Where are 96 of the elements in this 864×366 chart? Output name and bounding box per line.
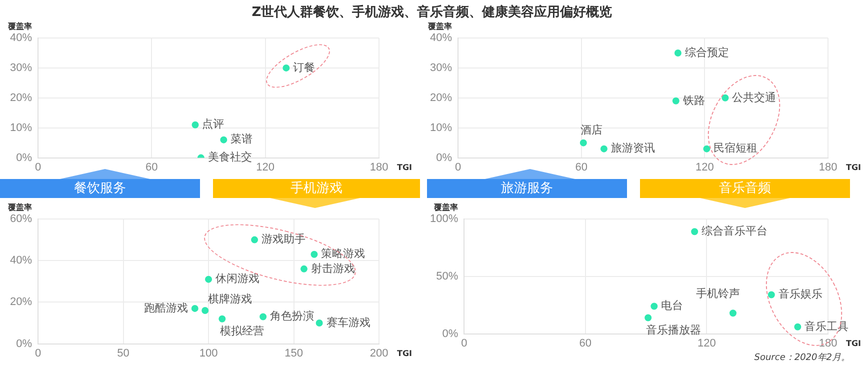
point: [691, 228, 698, 236]
y-axis-title: 覆盖率: [427, 21, 452, 32]
annotation: 休闲游戏: [216, 272, 260, 286]
x-tick-label: 150: [284, 347, 303, 360]
point: [722, 94, 729, 102]
text: 旅游服务: [427, 179, 627, 198]
y-tick-label: 30%: [10, 62, 32, 74]
y-tick-label: 20%: [430, 92, 452, 104]
annotation: 角色扮演: [270, 310, 314, 323]
x-tick-label: 120: [695, 161, 714, 174]
x-tick-label: 0: [34, 161, 42, 174]
annotation: 民宿短租: [714, 142, 758, 155]
x-tick-label: 200: [370, 347, 388, 360]
annotation: 射击游戏: [310, 262, 355, 275]
point: [768, 291, 775, 298]
x-tick-label: 50: [117, 347, 130, 360]
y-tick-label: 20%: [10, 92, 32, 104]
annotation: 模拟经营: [220, 324, 264, 338]
point: [260, 313, 267, 320]
y-axis-title: 覆盖率: [7, 202, 32, 212]
x-tick-label: 100: [199, 347, 218, 360]
y-tick-label: 100%: [430, 213, 458, 226]
point: [310, 250, 318, 258]
y-tick-label: 40%: [10, 254, 32, 267]
x-tick-label: 180: [370, 161, 388, 174]
y-tick-label: 60%: [10, 213, 32, 226]
chart-subtitle: 音乐音频: [640, 179, 850, 198]
x-tick-label: 0: [461, 337, 468, 350]
point: [205, 276, 212, 283]
annotation: 游戏助手: [262, 232, 306, 246]
x-tick-label: 0: [34, 347, 42, 360]
point: [580, 139, 587, 146]
y-tick-label: 50%: [436, 270, 458, 282]
y-tick-label: 0%: [16, 338, 32, 350]
annotation: 棋牌游戏: [208, 292, 252, 306]
y-tick-label: 0%: [436, 152, 452, 164]
y-tick-label: 30%: [430, 62, 452, 74]
x-tick-label: 60: [146, 161, 158, 174]
annotation: 公共交通: [732, 90, 776, 104]
y-tick-label: 20%: [10, 296, 32, 308]
x-tick-label: 60: [579, 337, 592, 350]
source-note: Source：2020年2月。: [754, 352, 850, 364]
point: [251, 236, 258, 244]
x-tick-label: 60: [575, 161, 588, 174]
annotation: 综合预定: [684, 46, 729, 59]
point: [191, 304, 198, 312]
point: [282, 64, 290, 72]
point: [220, 136, 228, 144]
annotation: 订餐: [293, 60, 316, 74]
x-axis-title: TGI: [397, 348, 412, 358]
x-tick-label: 120: [256, 161, 275, 174]
annotation: 点评: [202, 118, 224, 131]
point: [672, 97, 680, 104]
x-tick-label: 180: [818, 337, 838, 350]
y-tick-label: 40%: [10, 32, 32, 44]
point: [600, 145, 608, 152]
annotation: 跑酷游戏: [144, 301, 188, 314]
annotation: 综合音乐平台: [702, 224, 768, 238]
x-axis-title: TGI: [397, 162, 412, 172]
y-tick-label: 0%: [442, 328, 458, 340]
x-tick-label: 180: [818, 161, 838, 174]
annotation: 策略游戏: [321, 247, 366, 260]
y-tick-label: 40%: [430, 32, 452, 44]
chart-subtitle: 手机游戏: [213, 179, 420, 198]
x-tick-label: 0: [454, 161, 462, 174]
annotation: 酒店: [580, 124, 602, 137]
point: [202, 307, 209, 314]
text: Z世代人群餐饮、手机游戏、音乐音频、健康美容应用偏好概览: [250, 4, 614, 21]
point: [192, 121, 199, 128]
annotation: 手机铃声: [696, 286, 740, 300]
point: [218, 315, 226, 322]
y-tick-label: 0%: [16, 152, 32, 164]
y-axis-title: 覆盖率: [433, 202, 458, 212]
annotation: 旅游资讯: [610, 142, 655, 155]
annotation: 音乐娱乐: [778, 288, 822, 301]
point: [644, 314, 652, 322]
point: [674, 49, 682, 56]
x-axis-title: TGI: [846, 338, 862, 348]
point: [300, 265, 308, 272]
point: [794, 323, 802, 330]
annotation: 美食社交: [208, 150, 252, 164]
point: [316, 320, 323, 326]
annotation: 菜谱: [230, 132, 253, 146]
text: 餐饮服务: [0, 179, 200, 198]
annotation: 铁路: [682, 94, 705, 107]
annotation: 音乐播放器: [646, 324, 702, 337]
point: [729, 310, 736, 317]
y-axis-title: 覆盖率: [7, 21, 32, 32]
x-axis-title: TGI: [846, 162, 862, 172]
y-tick-label: 10%: [430, 122, 452, 134]
point: [650, 302, 658, 310]
annotation: 赛车游戏: [326, 316, 370, 329]
x-tick-label: 120: [698, 337, 716, 350]
y-tick-label: 10%: [10, 122, 32, 134]
annotation: 电台: [661, 299, 684, 312]
point: [703, 145, 710, 152]
